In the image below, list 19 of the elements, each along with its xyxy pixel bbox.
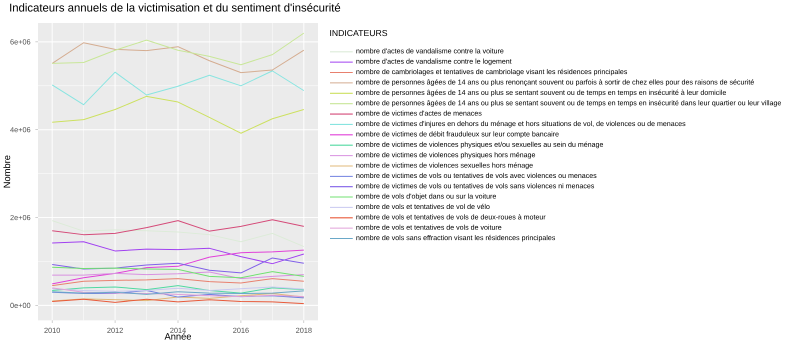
x-axis-title: Année bbox=[164, 332, 192, 340]
line-series bbox=[52, 220, 304, 248]
line-series bbox=[52, 278, 304, 286]
line-series bbox=[52, 272, 304, 280]
line-series bbox=[52, 32, 304, 66]
line-series bbox=[52, 285, 304, 294]
line-series bbox=[52, 96, 304, 134]
line-series bbox=[52, 290, 304, 298]
line-series bbox=[52, 42, 304, 74]
line-series bbox=[52, 266, 304, 278]
y-axis-title: Nombre bbox=[3, 155, 10, 188]
line-series bbox=[52, 241, 304, 264]
line-series bbox=[52, 257, 304, 274]
line-series bbox=[52, 70, 304, 106]
line-series bbox=[52, 250, 304, 284]
chart-title: Indicateurs annuels de la victimisation et du sentiment d'insécurité bbox=[10, 3, 340, 12]
legend-title: INDICATEURS bbox=[330, 30, 388, 36]
line-series bbox=[52, 287, 304, 298]
line-series bbox=[52, 219, 304, 236]
